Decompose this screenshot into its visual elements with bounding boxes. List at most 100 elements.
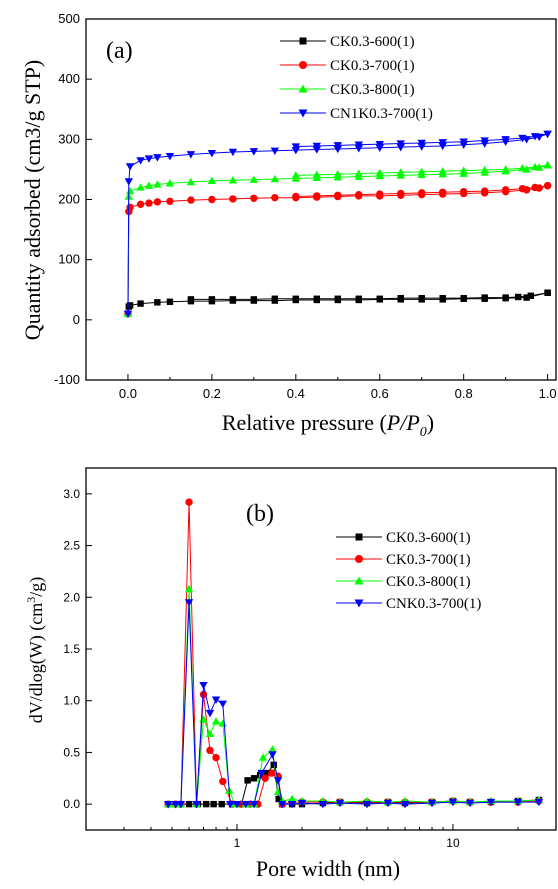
data-point (417, 139, 426, 148)
data-point (258, 753, 268, 761)
data-point (335, 799, 345, 808)
data-point (501, 186, 510, 194)
data-point (268, 751, 277, 759)
legend-entry: CK0.3-600(1) (336, 530, 471, 546)
data-point (225, 800, 235, 809)
data-point (249, 148, 259, 156)
y-tick-label: 1.0 (63, 694, 80, 708)
data-point (187, 196, 195, 204)
data-point (502, 294, 509, 301)
data-point (144, 181, 154, 189)
y-tick-label: 2.5 (63, 539, 80, 553)
legend-label: CN1K0.3-700(1) (330, 106, 433, 122)
panel-a-legend: CK0.3-600(1) CK0.3-700(1) CK0.3-800(1) CN1K… (280, 34, 433, 122)
data-point (228, 176, 238, 184)
panel-b-y-axis-title: dV/dlog(W) (cm3/g) (24, 577, 47, 723)
data-point (459, 166, 468, 174)
panel-b-plot-frame (85, 467, 557, 831)
panel-a-x-axis-title-subscript: 0 (420, 425, 427, 440)
x-tick-label: 0.2 (203, 386, 221, 401)
data-point (185, 498, 193, 506)
data-point (375, 140, 384, 149)
data-point (205, 729, 215, 738)
data-point (448, 798, 458, 807)
panel-a-x-axis-title-italic: P/P (386, 410, 420, 435)
data-point (202, 800, 210, 808)
data-point (438, 167, 447, 175)
data-point (355, 190, 363, 199)
data-point (192, 800, 201, 809)
y-tick-label: -100 (54, 372, 80, 387)
data-point (287, 800, 297, 809)
legend-entry: CK0.3-700(1) (280, 58, 415, 74)
data-point (543, 181, 552, 190)
data-point (292, 192, 300, 201)
data-point (271, 193, 279, 202)
data-point (291, 143, 301, 151)
data-point (362, 800, 372, 809)
legend-marker (298, 109, 308, 118)
x-tick-label: 0.4 (287, 386, 305, 401)
data-point (268, 745, 277, 753)
data-point (208, 296, 216, 303)
data-point (206, 746, 214, 755)
data-point (312, 142, 322, 151)
data-point (418, 294, 425, 302)
data-point (153, 198, 162, 206)
data-point (257, 769, 266, 778)
data-point (334, 295, 341, 302)
data-point (543, 130, 552, 139)
data-point (270, 174, 280, 183)
data-point (273, 787, 283, 795)
data-point (126, 302, 134, 309)
panel-a-x-axis-title: Relative pressure (P/P0) (222, 410, 434, 440)
data-point (534, 798, 544, 807)
data-point (153, 154, 162, 162)
data-point (232, 800, 242, 809)
panel-b-y-axis-title-suffix: /g) (26, 577, 47, 597)
panel-a-x-axis-title-prefix: Relative pressure ( (222, 410, 387, 435)
legend-marker (299, 61, 307, 69)
data-point (531, 183, 539, 192)
y-tick-label: 0 (73, 312, 80, 327)
series-CN1K0.3-700(1) (123, 130, 552, 319)
data-point (518, 134, 527, 143)
data-point (518, 184, 527, 193)
data-point (396, 168, 405, 176)
data-point (208, 195, 216, 204)
data-point (165, 179, 175, 187)
panel-b-legend: CK0.3-600(1) CK0.3-700(1) CK0.3-800(1) CNK0… (336, 530, 481, 612)
legend-label: CK0.3-700(1) (386, 552, 471, 568)
series-line (168, 502, 539, 805)
data-point (313, 192, 321, 200)
y-tick-label: 0.5 (63, 745, 80, 759)
data-point (137, 300, 144, 307)
x-tick-label: 0.0 (119, 386, 137, 401)
y-tick-label: 0.0 (63, 797, 80, 811)
data-point (518, 164, 527, 172)
data-point (354, 141, 363, 149)
data-point (530, 133, 540, 141)
x-tick-label: 1.0 (539, 386, 557, 401)
panel-b-pore-distribution-chart: 1 10 0.0 0.5 1.0 1.5 2.0 2.5 3.0 (b) CK0.3-600(1… (24, 467, 557, 881)
data-point (375, 168, 384, 177)
legend-label: CNK0.3-700(1) (386, 596, 481, 612)
data-point (334, 191, 342, 199)
data-point (229, 195, 237, 203)
data-point (125, 186, 135, 195)
data-point (460, 294, 467, 302)
data-point (270, 761, 277, 769)
data-point (544, 289, 551, 296)
y-tick-label: 1.5 (63, 642, 80, 656)
data-point (250, 194, 258, 202)
data-point (465, 799, 475, 808)
data-point (400, 800, 410, 809)
series-line (168, 602, 539, 805)
panel-b-y-axis-title-prefix: dV/dlog(W) (cm (26, 603, 47, 723)
data-point (480, 165, 489, 174)
legend-entry: CK0.3-800(1) (280, 82, 415, 98)
data-point (438, 139, 447, 147)
data-point (166, 197, 174, 206)
data-point (166, 298, 174, 305)
